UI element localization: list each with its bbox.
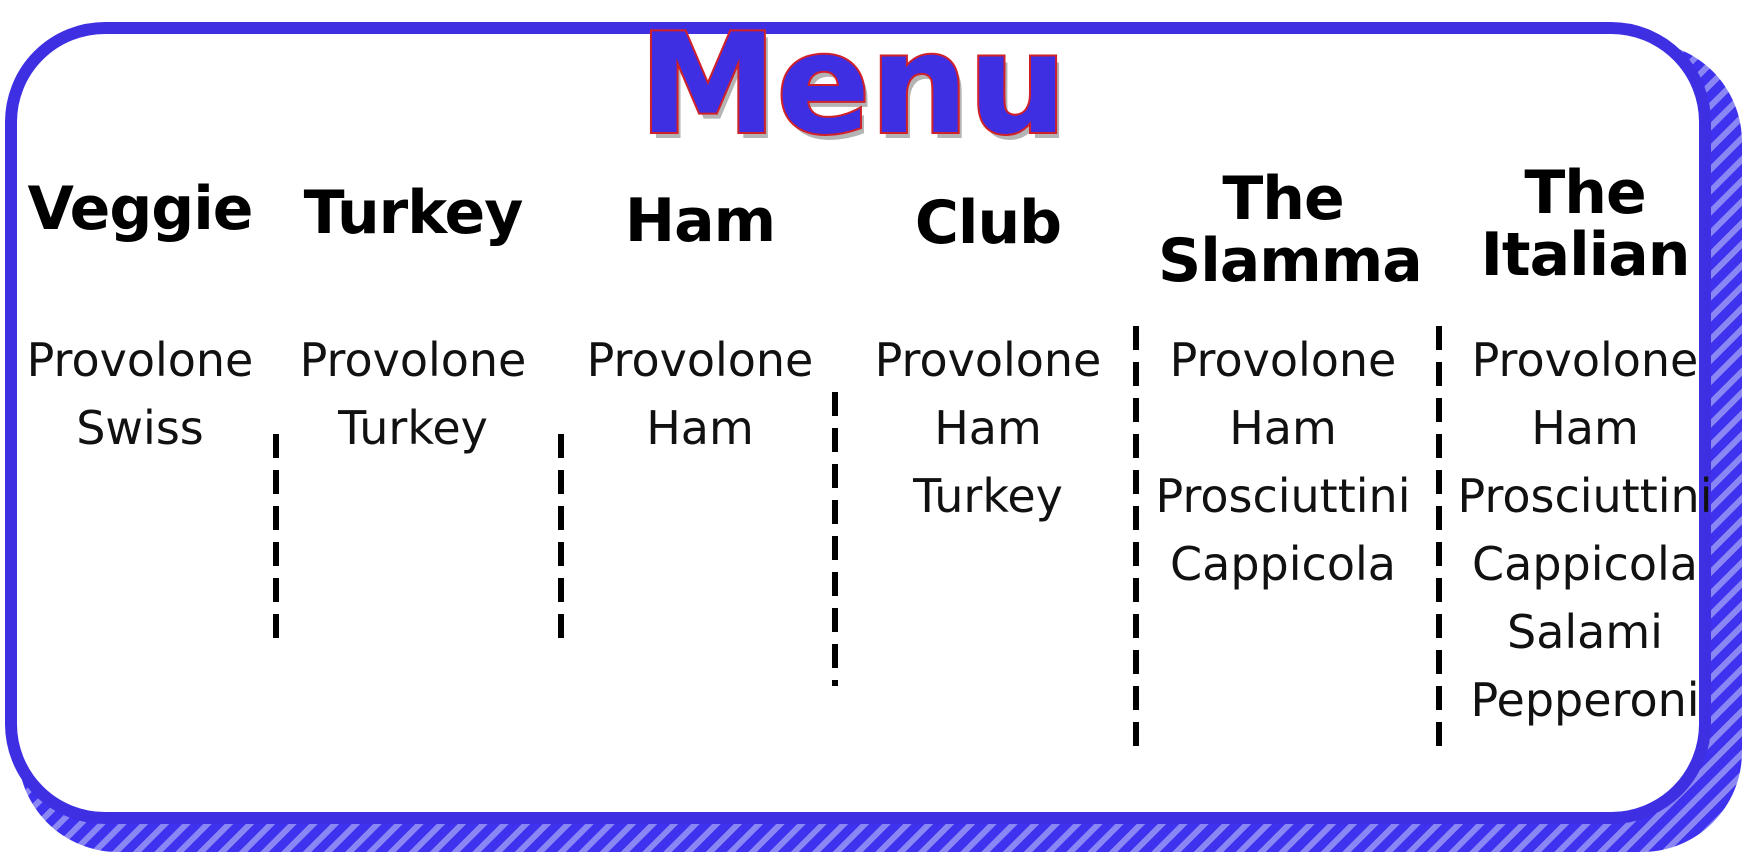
sandwich-name-veggie: Veggie bbox=[27, 174, 253, 244]
menu-title: Menu Menu bbox=[620, 20, 1090, 160]
sandwich-name-club: Club bbox=[914, 188, 1062, 258]
ingredient: Provolone bbox=[1169, 333, 1397, 387]
sandwich-name-turkey: Turkey bbox=[303, 178, 524, 248]
ingredient: Ham bbox=[1531, 401, 1639, 455]
sandwich-name-line: Italian bbox=[1480, 220, 1691, 290]
ingredient: Ham bbox=[1229, 401, 1337, 455]
ingredient: Ham bbox=[934, 401, 1042, 455]
ingredient: Prosciuttini bbox=[1457, 469, 1713, 523]
menu-card bbox=[5, 22, 1711, 824]
ingredient: Ham bbox=[646, 401, 754, 455]
sandwich-name-slamma: The Slamma bbox=[1158, 164, 1423, 296]
divider bbox=[1133, 326, 1139, 758]
ingredient: Cappicola bbox=[1170, 537, 1396, 591]
ingredients-turkey: Provolone Turkey bbox=[283, 326, 543, 462]
ingredient: Turkey bbox=[338, 401, 488, 455]
ingredients-ham: Provolone Ham bbox=[570, 326, 830, 462]
sandwich-name-italian: The Italian bbox=[1460, 162, 1710, 286]
ingredient: Cappicola bbox=[1472, 537, 1698, 591]
ingredient: Pepperoni bbox=[1470, 673, 1700, 727]
menu-title-graphic: Menu Menu bbox=[637, 20, 1070, 160]
ingredient: Provolone bbox=[26, 333, 254, 387]
ingredient: Swiss bbox=[76, 401, 204, 455]
ingredient: Provolone bbox=[1471, 333, 1699, 387]
ingredient: Provolone bbox=[874, 333, 1102, 387]
divider bbox=[273, 434, 279, 650]
ingredient: Prosciuttini bbox=[1155, 469, 1411, 523]
sandwich-name-line: The bbox=[1524, 158, 1646, 228]
menu-title-text: Menu bbox=[639, 20, 1066, 160]
ingredients-slamma: Provolone Ham Prosciuttini Cappicola bbox=[1153, 326, 1413, 598]
ingredient: Provolone bbox=[586, 333, 814, 387]
divider bbox=[558, 434, 564, 650]
ingredient: Salami bbox=[1507, 605, 1663, 659]
divider bbox=[1436, 326, 1442, 758]
sandwich-name-ham: Ham bbox=[624, 186, 776, 256]
divider bbox=[832, 392, 838, 686]
ingredients-club: Provolone Ham Turkey bbox=[858, 326, 1118, 530]
ingredient: Turkey bbox=[913, 469, 1063, 523]
ingredient: Provolone bbox=[299, 333, 527, 387]
sandwich-name-line: Slamma bbox=[1158, 226, 1423, 296]
sandwich-name-line: The bbox=[1222, 164, 1344, 234]
menu-title-shadow: Menu bbox=[643, 20, 1070, 160]
ingredients-italian: Provolone Ham Prosciuttini Cappicola Sal… bbox=[1455, 326, 1715, 734]
ingredients-veggie: Provolone Swiss bbox=[10, 326, 270, 462]
